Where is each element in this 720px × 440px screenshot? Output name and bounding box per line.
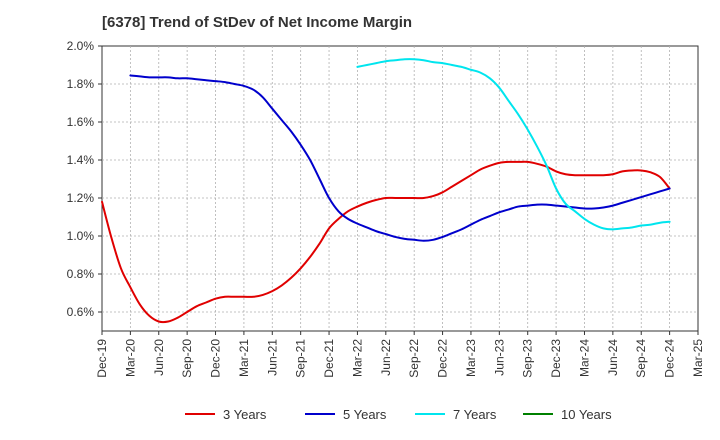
y-tick-label: 1.6% [67, 115, 95, 129]
x-tick-label: Mar-20 [123, 339, 137, 377]
x-tick-label: Jun-20 [152, 339, 166, 376]
y-tick-label: 1.4% [67, 153, 95, 167]
chart-title: [6378] Trend of StDev of Net Income Marg… [102, 14, 413, 31]
x-tick-label: Jun-23 [492, 339, 506, 376]
x-tick-label: Sep-21 [294, 339, 308, 378]
x-tick-label: Mar-23 [464, 339, 478, 377]
x-tick-label: Dec-22 [436, 339, 450, 378]
legend-label-5-years: 5 Years [343, 407, 387, 422]
y-tick-label: 2.0% [67, 39, 95, 53]
plot-frame [101, 45, 699, 332]
y-tick-label: 1.0% [67, 229, 95, 243]
grid-lines [102, 46, 698, 331]
x-tick-label: Dec-19 [95, 339, 109, 378]
x-tick-label: Jun-22 [379, 339, 393, 376]
x-tick-label: Dec-24 [663, 339, 677, 378]
y-tick-label: 1.8% [67, 77, 95, 91]
legend-label-7-years: 7 Years [453, 407, 497, 422]
series-lines [101, 58, 671, 324]
x-tick-label: Sep-24 [634, 339, 648, 378]
x-tick-label: Sep-20 [180, 339, 194, 378]
x-tick-label: Mar-24 [577, 339, 591, 377]
legend-label-10-years: 10 Years [561, 407, 612, 422]
y-axis: 0.6% 0.8% 1.0% 1.2% 1.4% 1.6% 1.8% 2.0% [67, 39, 102, 319]
x-tick-label: Jun-21 [265, 339, 279, 376]
legend: 3 Years 5 Years 7 Years 10 Years [185, 407, 612, 422]
y-tick-label: 0.8% [67, 267, 95, 281]
x-tick-label: Dec-21 [322, 339, 336, 378]
x-axis: Dec-19 Mar-20 Jun-20 Sep-20 Dec-20 Mar-21 Jun-… [95, 331, 705, 378]
y-tick-label: 1.2% [67, 191, 95, 205]
x-tick-label: Mar-25 [691, 339, 705, 377]
legend-label-3-years: 3 Years [223, 407, 267, 422]
x-tick-label: Jun-24 [606, 339, 620, 376]
x-tick-label: Dec-23 [549, 339, 563, 378]
x-tick-label: Mar-21 [237, 339, 251, 377]
x-tick-label: Mar-22 [350, 339, 364, 377]
x-tick-label: Dec-20 [209, 339, 223, 378]
series-line-3-years [101, 160, 671, 324]
y-tick-label: 0.6% [67, 305, 95, 319]
series-line-7-years [356, 58, 671, 231]
series-line-5-years [129, 74, 671, 242]
x-tick-label: Sep-23 [521, 339, 535, 378]
x-tick-label: Sep-22 [407, 339, 421, 378]
